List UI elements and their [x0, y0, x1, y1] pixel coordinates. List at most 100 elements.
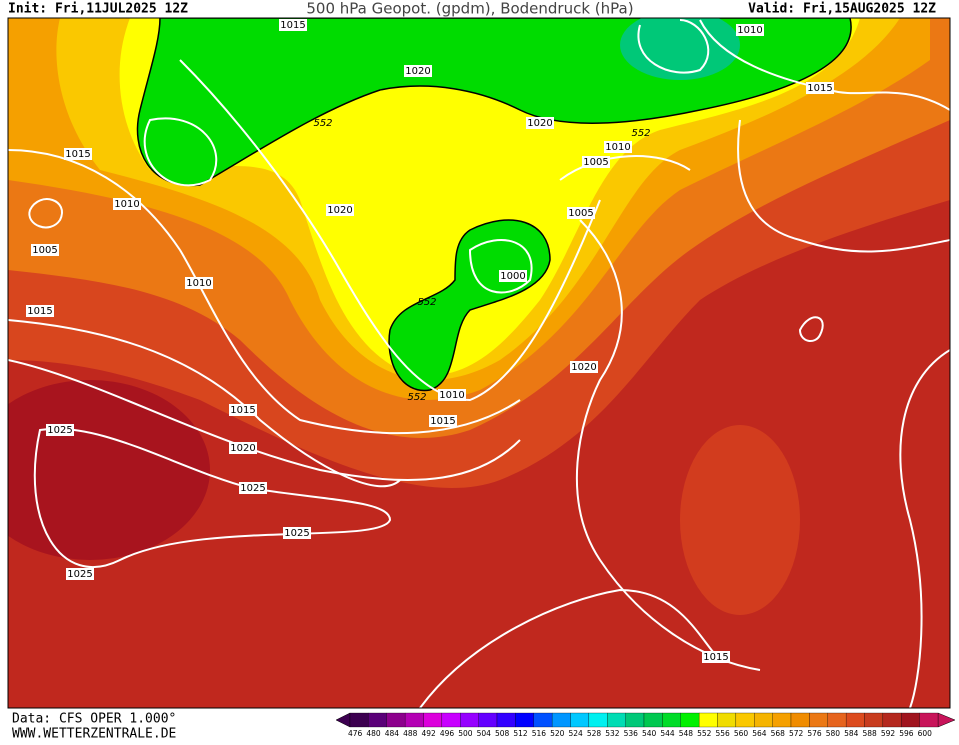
legend-label: 516 [532, 729, 547, 738]
legend-swatch [809, 712, 828, 728]
legend-swatch [460, 712, 479, 728]
legend-swatch [772, 712, 792, 728]
valid-time: Valid: Fri,15AUG2025 12Z [748, 2, 936, 17]
legend-swatch [551, 712, 571, 728]
legend-label: 576 [807, 729, 822, 738]
isobar-label: 1020 [405, 66, 430, 77]
legend-swatch [423, 712, 443, 728]
isobar-label: 1020 [527, 118, 552, 129]
isobar [143, 117, 218, 187]
isobar-label: 552 [417, 297, 436, 308]
legend-swatch [404, 712, 424, 728]
isobar-label: 1020 [571, 362, 596, 373]
isobar-label: 1005 [568, 208, 593, 219]
isobar-label-box [499, 270, 527, 282]
isobar-label-box [567, 207, 595, 219]
isobar-label: 1015 [703, 652, 728, 663]
isobar-label-box [229, 404, 257, 416]
isobar-label-box [326, 204, 354, 216]
isobar-label-box [283, 527, 311, 539]
isobar-label-box [604, 141, 632, 153]
isobar-label-box [26, 305, 54, 317]
legend-label: 556 [716, 729, 731, 738]
isobar-label-box [185, 277, 213, 289]
isobar-label: 1005 [583, 157, 608, 168]
init-time: Init: Fri,11JUL2025 12Z [8, 2, 188, 17]
isobar [8, 359, 521, 481]
isobar-label: 1025 [284, 528, 309, 539]
map-field [8, 18, 950, 708]
isobar-label-box [438, 389, 466, 401]
isobar [28, 198, 63, 229]
legend-swatch [919, 712, 939, 728]
isobar-label-box [66, 568, 94, 580]
legend-label: 484 [385, 729, 400, 738]
legend-swatch [533, 712, 553, 728]
legend-label: 568 [771, 729, 786, 738]
isobar-label-box [229, 442, 257, 454]
legend-label: 596 [899, 729, 914, 738]
isobar-label-box [736, 24, 764, 36]
field-548 [388, 219, 551, 392]
isobar-label: 1005 [32, 245, 57, 256]
isobar [419, 588, 721, 708]
legend-label: 492 [422, 729, 437, 738]
isobar-label: 1025 [67, 569, 92, 580]
legend-label: 500 [458, 729, 473, 738]
isobar-label: 1020 [327, 205, 352, 216]
legend-label: 540 [642, 729, 657, 738]
website: WWW.WETTERZENTRALE.DE [12, 727, 176, 742]
legend-label: 560 [734, 729, 749, 738]
legend-label: 496 [440, 729, 455, 738]
legend-swatch [496, 712, 516, 728]
legend-swatch [478, 712, 498, 728]
legend-label: 588 [863, 729, 878, 738]
legend-label: 532 [605, 729, 620, 738]
isobar [559, 155, 761, 671]
legend-swatch [754, 712, 773, 728]
isobar-label-box [582, 156, 610, 168]
legend-swatch [680, 712, 700, 728]
isobar [798, 316, 824, 342]
legend-label: 524 [569, 729, 584, 738]
legend-swatch [607, 712, 626, 728]
isobar-label-box [239, 482, 267, 494]
isobar-label-box [279, 19, 307, 31]
legend-swatch [698, 712, 718, 728]
legend-label: 548 [679, 729, 694, 738]
isobar-label-box [46, 424, 74, 436]
map-title: 500 hPa Geopot. (gpdm), Bodendruck (hPa) [306, 0, 633, 18]
legend-label: 476 [348, 729, 363, 738]
legend-swatch [588, 712, 608, 728]
isobar-label: 552 [631, 128, 650, 139]
isobar-label-box [526, 117, 554, 129]
legend-swatch [882, 712, 902, 728]
isobar-label: 1025 [240, 483, 265, 494]
legend-swatch [717, 712, 737, 728]
legend-label: 592 [881, 729, 896, 738]
isobar-labels: 1015 101010201015102055255210101005101510… [26, 19, 834, 663]
isobar-label: 1015 [230, 405, 255, 416]
isobar-label: 1015 [807, 83, 832, 94]
isobar-label: 1000 [500, 271, 525, 282]
legend-swatch [386, 712, 406, 728]
isobar-label: 1010 [114, 199, 139, 210]
isobar-label: 1015 [65, 149, 90, 160]
isobar-label: 1010 [605, 142, 630, 153]
isobar-label-box [429, 415, 457, 427]
legend-swatch [790, 712, 810, 728]
isobar [468, 239, 533, 294]
isobar [8, 149, 521, 435]
isobar-label: 1010 [737, 25, 762, 36]
isobar-label: 1010 [186, 278, 211, 289]
legend-swatch [570, 712, 590, 728]
isobar-label-box [64, 148, 92, 160]
isobar-label: 552 [407, 392, 426, 403]
isobar-label: 1015 [280, 20, 305, 31]
isobar-label-box [113, 198, 141, 210]
legend-label: 572 [789, 729, 804, 738]
isobar-label: 1020 [230, 443, 255, 454]
legend-swatch [349, 712, 369, 728]
isobar-label: 1025 [47, 425, 72, 436]
legend-label: 528 [587, 729, 602, 738]
